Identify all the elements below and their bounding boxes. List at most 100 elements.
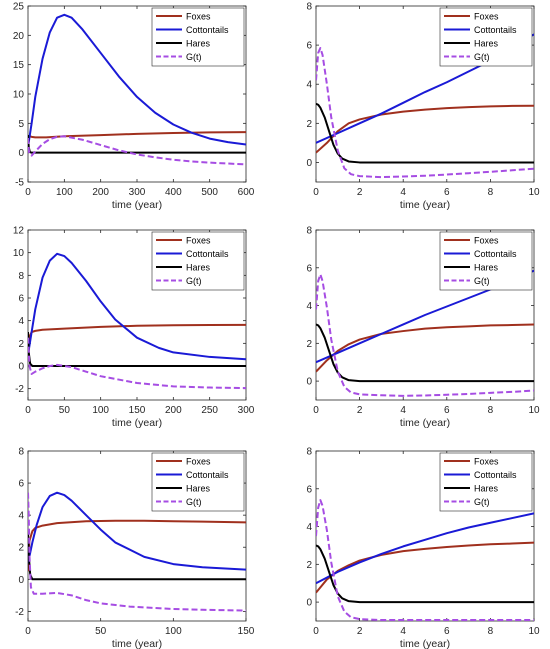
- legend-label-foxes: Foxes: [186, 12, 211, 22]
- series-line-g: [28, 492, 246, 612]
- legend-label-hares: Hares: [186, 263, 211, 273]
- y-tick-label: 0: [18, 575, 24, 586]
- x-axis-label: time (year): [400, 417, 450, 429]
- x-tick-label: 10: [528, 626, 540, 637]
- legend-label-foxes: Foxes: [474, 236, 499, 246]
- x-tick-label: 4: [400, 626, 406, 637]
- y-tick-label: 8: [18, 271, 24, 282]
- y-tick-label: 15: [13, 60, 25, 71]
- x-tick-label: 2: [357, 405, 363, 416]
- y-tick-label: 6: [306, 263, 312, 274]
- plot-panel-4: 0 2 4 6 8 10 0 2 4 6 8 time (year) Foxes Cottontails H…: [306, 226, 540, 430]
- x-tick-label: 6: [444, 626, 450, 637]
- x-tick-label: 0: [25, 187, 31, 198]
- x-tick-label: 150: [238, 626, 255, 637]
- series-line-cottontails: [28, 13, 246, 147]
- x-tick-label: 50: [95, 626, 107, 637]
- x-tick-label: 500: [201, 187, 218, 198]
- x-tick-label: 0: [25, 405, 31, 416]
- legend-label-foxes: Foxes: [474, 457, 499, 467]
- y-tick-label: 25: [13, 2, 25, 13]
- legend: Foxes Cottontails Hares G(t): [151, 7, 245, 67]
- x-tick-label: 100: [165, 626, 182, 637]
- series-line-foxes: [316, 104, 534, 154]
- legend-label-hares: Hares: [474, 39, 499, 49]
- y-tick-label: 20: [13, 31, 25, 42]
- legend-label-g: G(t): [186, 497, 202, 507]
- y-tick-label: 4: [18, 511, 24, 522]
- x-tick-label: 6: [444, 405, 450, 416]
- legend-label-cottontails: Cottontails: [474, 470, 517, 480]
- x-tick-label: 0: [313, 405, 319, 416]
- legend-label-cottontails: Cottontails: [474, 249, 517, 259]
- x-tick-label: 0: [313, 187, 319, 198]
- series-line-hares: [316, 102, 534, 164]
- y-tick-label: 12: [13, 226, 25, 237]
- y-tick-label: 5: [18, 119, 24, 130]
- y-tick-label: 6: [306, 41, 312, 52]
- y-tick-label: 4: [306, 301, 312, 312]
- y-tick-label: 0: [18, 362, 24, 373]
- series-line-g: [316, 273, 534, 397]
- x-tick-label: 8: [488, 626, 494, 637]
- x-tick-label: 50: [59, 405, 71, 416]
- y-tick-label: 0: [306, 377, 312, 388]
- y-tick-label: 8: [18, 447, 24, 458]
- x-tick-label: 10: [528, 187, 540, 198]
- series-line-g: [28, 135, 246, 166]
- series-line-hares: [316, 544, 534, 604]
- y-tick-label: 0: [18, 148, 24, 159]
- legend-label-cottontails: Cottontails: [186, 249, 229, 259]
- legend-label-hares: Hares: [186, 39, 211, 49]
- legend-label-g: G(t): [186, 276, 202, 286]
- x-tick-label: 0: [313, 626, 319, 637]
- x-tick-label: 300: [129, 187, 146, 198]
- series-line-hares: [28, 331, 246, 367]
- x-tick-label: 2: [357, 626, 363, 637]
- x-tick-label: 100: [56, 187, 73, 198]
- series-line-cottontails: [316, 512, 534, 585]
- y-tick-label: 2: [18, 339, 24, 350]
- y-tick-label: -2: [15, 384, 24, 395]
- x-axis-label: time (year): [112, 199, 162, 211]
- legend-label-g: G(t): [474, 497, 490, 507]
- legend-label-g: G(t): [186, 52, 202, 62]
- legend-label-foxes: Foxes: [186, 236, 211, 246]
- plot-panel-2: 0 2 4 6 8 10 0 2 4 6 8 time (year) Foxes Cottontails H…: [306, 2, 540, 212]
- x-tick-label: 8: [488, 405, 494, 416]
- series-line-foxes: [28, 519, 246, 572]
- y-tick-label: 6: [306, 484, 312, 495]
- series-line-cottontails: [28, 252, 246, 361]
- y-tick-label: 4: [306, 522, 312, 533]
- x-tick-label: 0: [25, 626, 31, 637]
- y-tick-label: 10: [13, 90, 25, 101]
- y-tick-label: 8: [306, 2, 312, 13]
- y-tick-label: -5: [15, 178, 24, 189]
- series-line-g: [28, 337, 246, 390]
- legend: Foxes Cottontails Hares G(t): [439, 452, 533, 512]
- x-tick-label: 250: [201, 405, 218, 416]
- legend-label-cottontails: Cottontails: [186, 25, 229, 35]
- legend-label-cottontails: Cottontails: [474, 25, 517, 35]
- x-tick-label: 8: [488, 187, 494, 198]
- x-tick-label: 4: [400, 405, 406, 416]
- y-tick-label: 8: [306, 226, 312, 237]
- x-tick-label: 300: [238, 405, 255, 416]
- y-tick-label: 8: [306, 447, 312, 458]
- x-tick-label: 600: [238, 187, 255, 198]
- legend-label-g: G(t): [474, 52, 490, 62]
- x-tick-label: 4: [400, 187, 406, 198]
- legend-label-hares: Hares: [186, 484, 211, 494]
- series-line-hares: [316, 323, 534, 383]
- y-tick-label: 2: [306, 119, 312, 130]
- series-line-g: [316, 47, 534, 179]
- legend-label-hares: Hares: [474, 263, 499, 273]
- x-tick-label: 150: [129, 405, 146, 416]
- legend: Foxes Cottontails Hares G(t): [151, 452, 245, 512]
- x-axis-label: time (year): [400, 199, 450, 211]
- y-tick-label: 10: [13, 248, 25, 259]
